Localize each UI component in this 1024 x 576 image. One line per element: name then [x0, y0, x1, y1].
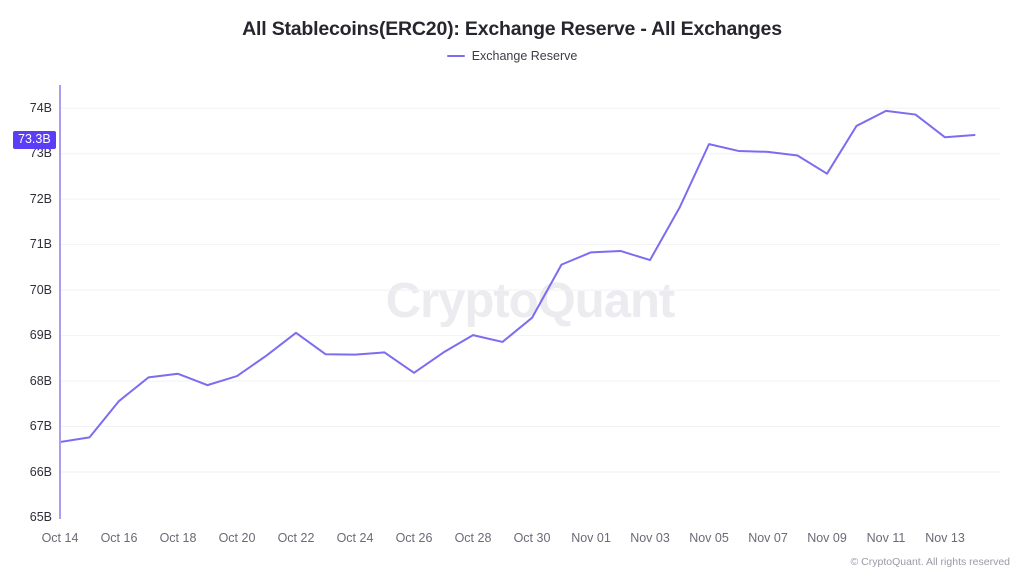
- x-axis-tick-label: Nov 01: [571, 531, 611, 545]
- x-axis-tick-label: Oct 16: [100, 531, 138, 545]
- y-axis-tick-label: 67B: [29, 419, 52, 434]
- y-axis-labels: 74B 73B 72B 71B 70B 69B 68B 67B 66B 65B: [0, 0, 52, 576]
- legend-item-exchange-reserve[interactable]: Exchange Reserve: [446, 49, 578, 63]
- legend-line-swatch-icon: [446, 55, 465, 57]
- y-axis-tick-label: 73B: [29, 146, 52, 161]
- chart-legend: Exchange Reserve: [0, 49, 1024, 63]
- footer-credit: © CryptoQuant. All rights reserved: [850, 556, 1010, 568]
- grid-lines: [60, 107, 1000, 473]
- y-axis-line: [59, 85, 61, 519]
- x-axis-tick-label: Nov 07: [748, 531, 788, 545]
- y-axis-tick-label: 68B: [29, 373, 52, 388]
- x-axis-tick-label: Oct 26: [395, 531, 433, 545]
- y-axis-tick-label: 69B: [29, 328, 52, 343]
- y-axis-tick-label: 65B: [29, 510, 52, 524]
- y-axis-tick-label: 66B: [29, 464, 52, 479]
- x-axis-tick-label: Oct 18: [159, 531, 197, 545]
- x-axis-tick-label: Oct 22: [277, 531, 315, 545]
- y-axis-current-value-badge: 73.3B: [13, 130, 56, 149]
- x-axis-tick-label: Oct 14: [41, 531, 79, 545]
- y-axis-tick-label: 71B: [29, 237, 52, 252]
- x-axis-tick-label: Oct 20: [218, 531, 256, 545]
- y-axis-tick-label: 74B: [29, 100, 52, 115]
- legend-item-label: Exchange Reserve: [471, 49, 578, 63]
- series-line-exchange-reserve: [60, 109, 976, 443]
- x-axis-tick-label: Nov 09: [807, 531, 847, 545]
- x-axis-tick-label: Nov 05: [689, 531, 729, 545]
- x-axis-tick-label: Nov 03: [630, 531, 670, 545]
- x-axis-tick-label: Oct 30: [513, 531, 551, 545]
- x-axis-tick-label: Oct 24: [336, 531, 374, 545]
- y-axis-tick-label: 70B: [29, 282, 52, 297]
- chart-title: All Stablecoins(ERC20): Exchange Reserve…: [242, 18, 782, 40]
- y-axis-tick-label: 72B: [29, 191, 52, 206]
- x-axis-tick-label: Nov 11: [866, 531, 906, 545]
- x-axis-tick-label: Nov 13: [925, 531, 965, 545]
- x-axis-tick-label: Oct 28: [454, 531, 492, 545]
